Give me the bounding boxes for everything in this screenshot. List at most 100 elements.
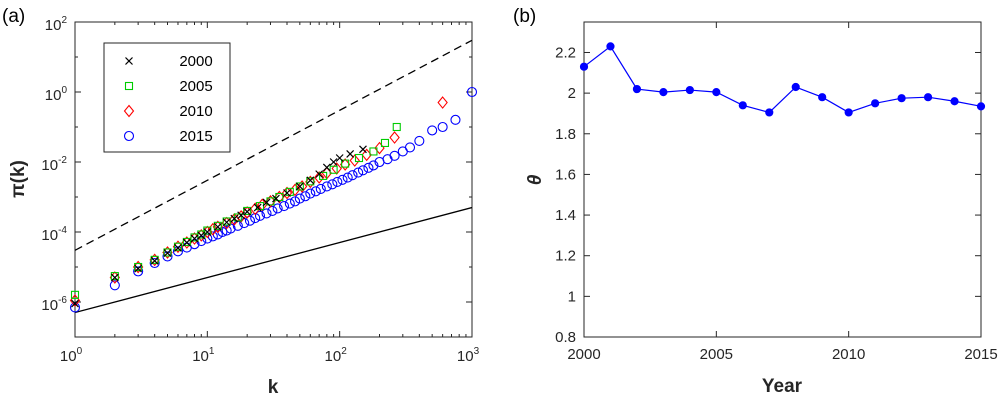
data-point-2015 xyxy=(342,172,353,183)
data-point-2000 xyxy=(329,158,338,166)
legend-marker-2005 xyxy=(124,81,134,91)
y-tick-label: 10-2 xyxy=(41,155,67,174)
data-point-2010 xyxy=(389,131,400,144)
data-point-2005 xyxy=(203,226,212,235)
x-tick-base: 10 xyxy=(457,348,474,365)
data-point-2015 xyxy=(414,135,425,146)
panel-b-y-axis-label: θ xyxy=(525,174,546,185)
data-point-2010 xyxy=(281,186,293,200)
data-point-2015 xyxy=(450,114,461,125)
theta-data-point xyxy=(659,88,668,97)
legend-marker-2000 xyxy=(125,57,133,65)
data-point-2005 xyxy=(213,221,222,230)
panel-b-ticks: 2000 2005 2010 2015 0.8 1 1.2 1.4 1.6 1.8 2 2.2 xyxy=(555,22,998,363)
data-point-2015 xyxy=(267,205,278,216)
data-point-2005 xyxy=(134,262,143,272)
y-tick-label: 1 xyxy=(568,288,576,305)
data-point-2015 xyxy=(279,201,290,212)
theta-data-point xyxy=(923,93,933,102)
reference-line-dashed xyxy=(75,39,472,251)
data-point-2000 xyxy=(174,244,182,252)
data-point-2015 xyxy=(172,246,184,257)
theta-data-point xyxy=(791,82,800,92)
data-point-2015 xyxy=(289,196,301,207)
data-point-2015 xyxy=(404,142,416,153)
y-tick-label: 2 xyxy=(568,85,576,102)
data-point-2005 xyxy=(173,242,183,251)
data-point-2000 xyxy=(197,231,206,240)
data-point-2015 xyxy=(244,215,256,226)
data-point-2005 xyxy=(380,138,390,148)
x-tick-exponent: 2 xyxy=(341,346,347,357)
data-point-2000 xyxy=(306,176,315,185)
data-point-2005 xyxy=(233,213,242,222)
y-tick-label: 100 xyxy=(45,85,68,104)
panel-a-label: (a) xyxy=(2,6,25,27)
data-point-2005 xyxy=(341,159,350,168)
theta-data-point xyxy=(738,101,747,110)
y-tick-base: 10 xyxy=(41,297,58,314)
data-point-2015 xyxy=(327,179,338,190)
theta-data-point xyxy=(606,42,615,51)
data-point-2015 xyxy=(437,121,448,133)
data-point-2005 xyxy=(329,165,338,174)
data-point-2005 xyxy=(243,206,252,215)
y-tick-exponent: -4 xyxy=(58,225,67,236)
data-point-2015 xyxy=(427,125,438,136)
data-point-2015 xyxy=(109,280,120,291)
data-point-2000 xyxy=(237,211,246,220)
data-point-2005 xyxy=(392,122,401,132)
theta-data-point xyxy=(685,85,694,95)
data-point-2015 xyxy=(389,150,400,161)
y-tick-exponent: -6 xyxy=(58,295,67,306)
data-point-2005 xyxy=(319,171,328,180)
data-point-2015 xyxy=(149,257,160,269)
panel-a-y-axis-label: π(k) xyxy=(8,160,29,198)
panel-b-x-axis-label: Year xyxy=(762,376,803,397)
data-point-2005 xyxy=(369,147,378,156)
x-tick-label: 2000 xyxy=(567,346,600,363)
theta-data-point xyxy=(712,88,721,97)
data-point-2000 xyxy=(243,207,252,216)
data-point-2015 xyxy=(466,86,478,98)
y-tick-label: 102 xyxy=(45,15,68,34)
data-point-2000 xyxy=(213,222,222,231)
x-tick-exponent: 1 xyxy=(209,346,215,357)
data-point-2015 xyxy=(315,183,326,194)
panel-b-plot-area xyxy=(583,21,982,338)
x-tick-exponent: 0 xyxy=(77,346,83,357)
theta-data-point xyxy=(950,97,959,106)
y-tick-label: 1.8 xyxy=(555,126,576,143)
theta-data-point xyxy=(871,99,880,108)
x-tick-label: 101 xyxy=(192,346,215,365)
panel-b: (b) 2000 2005 2010 2015 0.8 1 1.2 1.4 1.6 1.8 2 2.2… xyxy=(513,6,998,397)
data-point-2015 xyxy=(162,251,173,262)
data-point-2000 xyxy=(262,198,271,207)
legend-label-2000: 2000 xyxy=(179,53,212,70)
y-tick-label: 1.6 xyxy=(555,166,576,183)
data-point-2000 xyxy=(163,249,172,257)
theta-data-point xyxy=(579,62,589,71)
data-point-2000 xyxy=(283,189,291,197)
data-point-2015 xyxy=(363,162,374,173)
data-point-2000 xyxy=(315,170,324,179)
data-point-2015 xyxy=(368,160,379,171)
data-point-2005 xyxy=(275,192,284,202)
series-2000 xyxy=(71,145,367,308)
data-point-2000 xyxy=(110,273,119,282)
theta-data-point xyxy=(897,94,906,103)
data-point-2000 xyxy=(182,238,191,247)
data-point-2015 xyxy=(254,210,266,221)
y-tick-label: 1.2 xyxy=(555,248,576,265)
x-tick-label: 2010 xyxy=(832,346,865,363)
data-point-2000 xyxy=(346,150,355,158)
data-point-2005 xyxy=(354,153,364,163)
x-tick-label: 103 xyxy=(457,346,480,365)
data-point-2015 xyxy=(284,198,295,209)
data-point-2000 xyxy=(272,194,280,203)
legend-marker-2015 xyxy=(123,130,135,142)
panel-b-label: (b) xyxy=(513,6,536,27)
y-tick-base: 10 xyxy=(41,227,58,244)
x-tick-exponent: 3 xyxy=(474,346,480,357)
